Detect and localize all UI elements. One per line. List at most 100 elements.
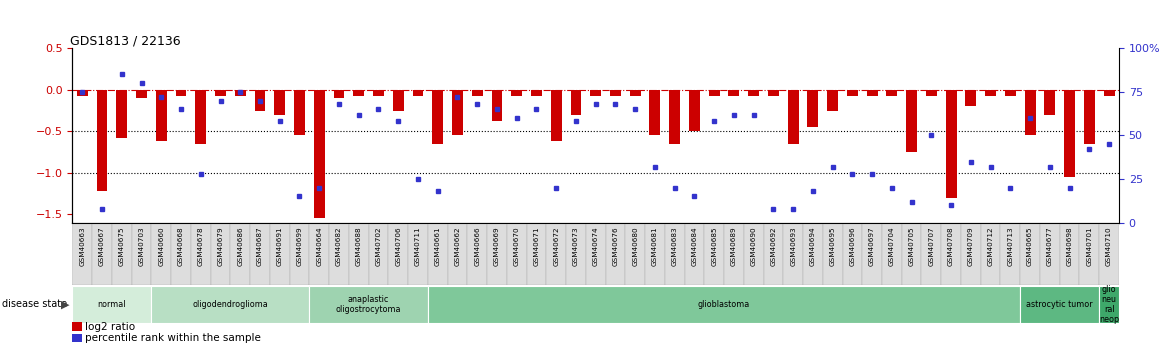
Text: glioblastoma: glioblastoma (698, 300, 750, 309)
Bar (941, 224, 961, 285)
Text: GSM40676: GSM40676 (612, 227, 618, 266)
Bar (230, 224, 250, 285)
Text: GSM40702: GSM40702 (375, 227, 382, 266)
Bar (152, 286, 310, 323)
Bar (684, 224, 704, 285)
Bar (172, 224, 190, 285)
Bar (353, 90, 364, 96)
Text: GSM40683: GSM40683 (672, 227, 677, 266)
Bar (392, 90, 404, 110)
Bar (72, 286, 152, 323)
Bar (72, 323, 82, 331)
Bar (862, 224, 882, 285)
Text: GSM40669: GSM40669 (494, 227, 500, 266)
Text: GSM40670: GSM40670 (514, 227, 520, 266)
Text: GSM40672: GSM40672 (554, 227, 559, 266)
Bar (966, 90, 976, 106)
Bar (492, 90, 502, 121)
Text: GSM40680: GSM40680 (632, 227, 638, 266)
Text: oligodendroglioma: oligodendroglioma (193, 300, 269, 309)
Text: GSM40690: GSM40690 (751, 227, 757, 266)
Bar (155, 90, 167, 141)
Bar (92, 224, 112, 285)
Bar (882, 224, 902, 285)
Bar (349, 224, 369, 285)
Bar (235, 90, 245, 96)
Bar (946, 90, 957, 198)
Bar (1064, 90, 1075, 177)
Bar (665, 224, 684, 285)
Bar (724, 224, 744, 285)
Bar (447, 224, 467, 285)
Text: GSM40711: GSM40711 (415, 227, 420, 266)
Text: GSM40674: GSM40674 (592, 227, 599, 266)
Text: GDS1813 / 22136: GDS1813 / 22136 (70, 34, 181, 47)
Text: GSM40665: GSM40665 (1027, 227, 1033, 266)
Bar (1099, 224, 1119, 285)
Bar (570, 90, 582, 115)
Bar (922, 224, 941, 285)
Text: GSM40661: GSM40661 (434, 227, 440, 266)
Bar (784, 224, 804, 285)
Bar (507, 224, 527, 285)
Bar (645, 224, 665, 285)
Bar (807, 90, 819, 127)
Text: glio
neu
ral
neop: glio neu ral neop (1099, 285, 1119, 324)
Text: GSM40663: GSM40663 (79, 227, 85, 266)
Text: GSM40686: GSM40686 (237, 227, 243, 266)
Text: GSM40696: GSM40696 (849, 227, 855, 266)
Bar (72, 334, 82, 342)
Bar (452, 90, 463, 136)
Bar (175, 90, 187, 96)
Text: GSM40701: GSM40701 (1086, 227, 1092, 266)
Bar (1001, 224, 1020, 285)
Bar (487, 224, 507, 285)
Bar (215, 90, 225, 96)
Bar (961, 224, 981, 285)
Bar (412, 90, 423, 96)
Text: GSM40712: GSM40712 (988, 227, 994, 266)
Bar (408, 224, 427, 285)
Text: GSM40703: GSM40703 (139, 227, 145, 266)
Text: anaplastic
oligostrocytoma: anaplastic oligostrocytoma (336, 295, 402, 314)
Text: GSM40667: GSM40667 (99, 227, 105, 266)
Bar (887, 90, 897, 96)
Bar (1079, 224, 1099, 285)
Text: GSM40704: GSM40704 (889, 227, 895, 266)
Bar (689, 90, 700, 131)
Bar (566, 224, 586, 285)
Text: GSM40691: GSM40691 (277, 227, 283, 266)
Bar (1040, 224, 1059, 285)
Text: GSM40664: GSM40664 (317, 227, 322, 266)
Bar (250, 224, 270, 285)
Bar (902, 224, 922, 285)
Text: GSM40673: GSM40673 (573, 227, 579, 266)
Bar (1020, 224, 1040, 285)
Bar (764, 224, 784, 285)
Text: GSM40705: GSM40705 (909, 227, 915, 266)
Bar (112, 224, 132, 285)
Text: GSM40695: GSM40695 (829, 227, 835, 266)
Bar (255, 90, 265, 110)
Bar (1084, 90, 1094, 144)
Text: GSM40692: GSM40692 (771, 227, 777, 266)
Bar (531, 90, 542, 96)
Bar (981, 224, 1001, 285)
Bar (630, 90, 640, 96)
Text: log2 ratio: log2 ratio (85, 322, 135, 332)
Text: GSM40706: GSM40706 (395, 227, 402, 266)
Text: GSM40698: GSM40698 (1066, 227, 1072, 266)
Bar (467, 224, 487, 285)
Text: GSM40662: GSM40662 (454, 227, 460, 266)
Bar (1059, 224, 1079, 285)
Text: GSM40709: GSM40709 (968, 227, 974, 266)
Text: GSM40688: GSM40688 (356, 227, 362, 266)
Bar (827, 90, 839, 110)
Text: GSM40666: GSM40666 (474, 227, 480, 266)
Bar (610, 90, 621, 96)
Text: GSM40679: GSM40679 (217, 227, 223, 266)
Bar (290, 224, 310, 285)
Bar (270, 224, 290, 285)
Text: GSM40681: GSM40681 (652, 227, 658, 266)
Bar (669, 90, 680, 144)
